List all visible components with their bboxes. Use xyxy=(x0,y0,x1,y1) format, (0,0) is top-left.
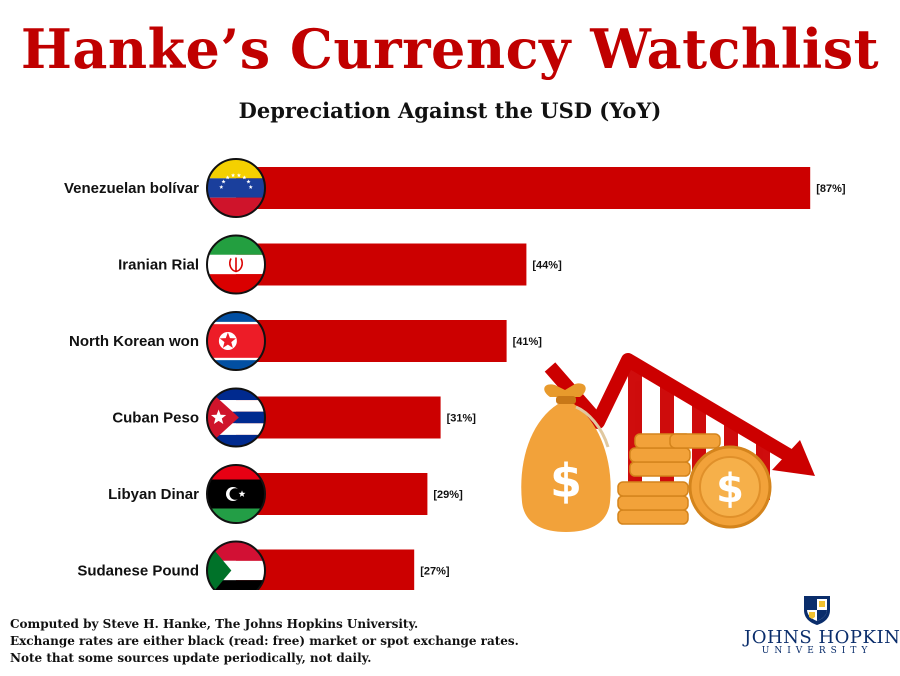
svg-text:$: $ xyxy=(550,454,582,508)
bar xyxy=(236,473,428,515)
svg-text:$: $ xyxy=(716,466,744,512)
data-label: [29%] xyxy=(433,489,463,501)
category-label: Venezuelan bolívar xyxy=(64,180,199,197)
jhu-logo-sub: UNIVERSITY xyxy=(761,646,873,656)
jhu-logo-name: JOHNS HOPKINS xyxy=(744,627,900,648)
data-label: [44%] xyxy=(532,260,562,272)
flag-border xyxy=(206,464,266,524)
flag-border xyxy=(206,540,266,590)
bar-chart: [87%] Venezuelan bolívar [44%] Iranian Rial… xyxy=(64,158,846,590)
category-label: North Korean won xyxy=(69,333,199,350)
footer-line: Computed by Steve H. Hanke, The Johns Ho… xyxy=(10,617,419,631)
footer-line: Note that some sources update periodical… xyxy=(10,651,372,665)
chart-subtitle: Depreciation Against the USD (YoY) xyxy=(238,98,662,123)
jhu-shield-icon xyxy=(804,596,830,625)
money-bag-coins-falling-arrow-icon: $ $ xyxy=(521,353,815,532)
bar xyxy=(236,243,527,286)
footer-line: Exchange rates are either black (read: f… xyxy=(10,634,519,648)
data-label: [31%] xyxy=(447,413,477,425)
category-label: Libyan Dinar xyxy=(108,486,199,503)
cuba-flag-icon xyxy=(207,388,265,447)
bar xyxy=(236,396,441,439)
chart-title: Hanke’s Currency Watchlist xyxy=(20,17,880,81)
footer-notes: Computed by Steve H. Hanke, The Johns Ho… xyxy=(10,616,519,667)
category-label: Cuban Peso xyxy=(112,410,199,427)
flag-border xyxy=(206,387,266,448)
flag-border xyxy=(206,311,266,371)
data-label: [41%] xyxy=(513,336,543,348)
category-label: Sudanese Pound xyxy=(77,563,199,580)
bar xyxy=(236,167,811,209)
bar xyxy=(236,320,507,362)
flag-border xyxy=(206,234,266,295)
data-label: [87%] xyxy=(816,183,846,195)
jhu-logo: JOHNS HOPKINS UNIVERSITY xyxy=(744,594,900,656)
north-korea-flag-icon xyxy=(207,312,265,370)
category-label: Iranian Rial xyxy=(118,257,199,274)
flag-border xyxy=(206,158,266,218)
data-label: [27%] xyxy=(420,566,450,578)
